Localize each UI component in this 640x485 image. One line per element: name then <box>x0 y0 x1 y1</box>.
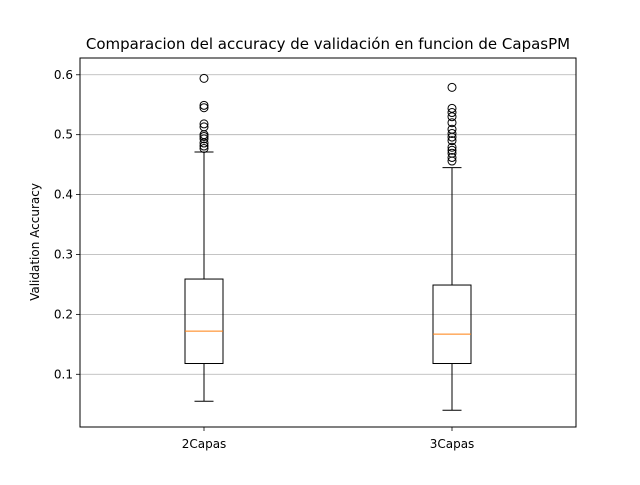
outlier-point <box>447 124 457 134</box>
outlier-point <box>447 108 457 118</box>
axis-layer: 0.1 0.2 0.3 0.4 0.5 0.6 2Capas 3Capas <box>54 68 474 451</box>
grid-layer <box>80 74 576 375</box>
y-tick-label: 0.2 <box>54 307 73 321</box>
outlier-point <box>447 103 457 113</box>
outlier-point <box>447 136 457 146</box>
y-tick-label: 0.6 <box>54 68 73 82</box>
iqr-box <box>432 284 472 365</box>
outlier-point <box>199 73 209 83</box>
outlier-point <box>199 119 209 129</box>
x-tick-label: 3Capas <box>430 437 475 451</box>
outlier-point <box>199 134 209 144</box>
box-layer <box>184 73 472 411</box>
outlier-point <box>447 148 457 158</box>
y-tick-label: 0.5 <box>54 128 73 142</box>
x-tick-label: 2Capas <box>182 437 227 451</box>
outlier-point <box>199 141 209 151</box>
outlier-point <box>447 142 457 152</box>
y-tick-label: 0.1 <box>54 367 73 381</box>
outlier-point <box>447 145 457 155</box>
outlier-point <box>199 100 209 110</box>
outlier-point <box>447 82 457 92</box>
plot-frame <box>79 57 577 428</box>
iqr-box <box>184 278 224 365</box>
y-tick-label: 0.4 <box>54 188 73 202</box>
outlier-point <box>447 152 457 162</box>
y-tick-label: 0.3 <box>54 247 73 261</box>
chart-title: Comparacion del accuracy de validación e… <box>86 35 570 53</box>
outlier-point <box>447 128 457 138</box>
outlier-point <box>199 122 209 132</box>
outlier-point <box>447 118 457 128</box>
outlier-point <box>199 103 209 113</box>
y-axis-label: Validation Accuracy <box>28 183 42 301</box>
outlier-point <box>199 143 209 153</box>
